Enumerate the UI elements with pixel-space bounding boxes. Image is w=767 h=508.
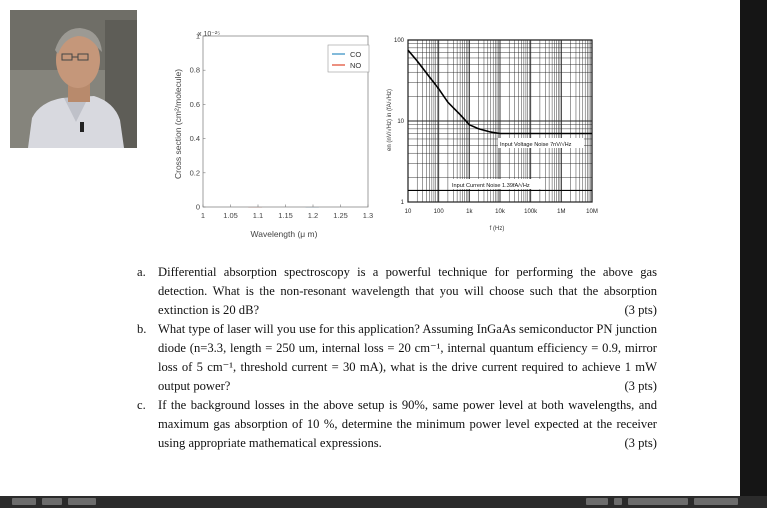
c1-x-tick-label: 1.2 xyxy=(308,211,318,220)
question-a-letter: a. xyxy=(137,265,146,279)
c2-y-tick-label: 1 xyxy=(401,200,405,206)
c2-voltage-noise-curve xyxy=(407,49,592,135)
question-c-text: If the background losses in the above se… xyxy=(158,398,657,450)
c1-legend: CO NO xyxy=(327,44,370,73)
taskbar-item xyxy=(628,498,688,505)
c1-x-tick-label: 1.15 xyxy=(278,211,293,220)
c2-y-axis-label: en (nV/√Hz) in (fA/√Hz) xyxy=(386,89,393,151)
c2-y-tick-label: 100 xyxy=(394,38,405,44)
cross-section-chart: 1 1.05 1.1 1.15 1.2 1.25 1.3 0 0.2 0.4 0.6 0.8 1 x 1… xyxy=(173,31,373,239)
c2-x-tick-label: 10M xyxy=(586,209,598,215)
c1-y-tick-label: 0 xyxy=(196,203,200,212)
question-list: a. Differential absorption spectroscopy … xyxy=(137,263,657,453)
c1-x-tick-label: 1.3 xyxy=(363,211,373,220)
c2-x-axis-label: f (Hz) xyxy=(490,226,505,232)
question-b-letter: b. xyxy=(137,322,147,336)
taskbar-item xyxy=(694,498,738,505)
question-b-text: What type of laser will you use for this… xyxy=(158,322,657,393)
c2-x-tick-label: 100k xyxy=(524,209,538,215)
taskbar-item xyxy=(614,498,622,505)
c2-y-tick-label: 10 xyxy=(397,119,404,125)
question-b-points: (3 pts) xyxy=(624,379,657,393)
lecture-slide: 1 1.05 1.1 1.15 1.2 1.25 1.3 0 0.2 0.4 0.6 0.8 1 x 1… xyxy=(0,0,740,496)
c1-x-axis-label: Wavelength (μ m) xyxy=(251,229,318,239)
taskbar-item xyxy=(42,498,62,505)
c1-legend-co-label: CO xyxy=(350,50,361,59)
c2-x-tick-label: 1k xyxy=(466,209,473,215)
c1-x-tick-label: 1.1 xyxy=(253,211,263,220)
c1-x-tick-label: 1 xyxy=(201,211,205,220)
c1-x-tick-label: 1.25 xyxy=(333,211,348,220)
question-a-points: (3 pts) xyxy=(624,303,657,317)
taskbar-item xyxy=(586,498,608,505)
c1-exponent-label: x 10⁻²⁵ xyxy=(198,31,220,38)
c1-legend-no-label: NO xyxy=(350,61,361,70)
question-a: a. Differential absorption spectroscopy … xyxy=(137,263,657,320)
c1-y-tick-label: 0.8 xyxy=(190,66,200,75)
presenter-webcam-video xyxy=(10,10,137,148)
question-a-text: Differential absorption spectroscopy is … xyxy=(158,265,657,317)
c2-x-tick-label: 100 xyxy=(434,209,445,215)
presenter-portrait xyxy=(10,10,137,148)
c1-y-tick-label: 1 xyxy=(196,32,200,41)
c1-x-tick-label: 1.05 xyxy=(223,211,238,220)
question-c-points: (3 pts) xyxy=(624,436,657,450)
c2-x-tick-label: 1M xyxy=(557,209,565,215)
question-c-letter: c. xyxy=(137,398,146,412)
question-b: b. What type of laser will you use for t… xyxy=(137,320,657,396)
c1-y-tick-label: 0.2 xyxy=(190,168,200,177)
question-c: c. If the background losses in the above… xyxy=(137,396,657,453)
c2-x-tick-label: 10k xyxy=(495,209,506,215)
c1-y-tick-label: 0.6 xyxy=(190,100,200,109)
taskbar-item xyxy=(12,498,36,505)
c2-x-tick-label: 10 xyxy=(405,209,412,215)
taskbar-item xyxy=(68,498,96,505)
screen-right-border xyxy=(740,0,767,508)
voltage-noise-annotation: Input Voltage Noise 7nV/√Hz xyxy=(500,141,572,148)
video-taskbar xyxy=(0,496,767,508)
current-noise-annotation: Input Current Noise 1.39fA/√Hz xyxy=(452,182,530,189)
c1-y-tick-label: 0.4 xyxy=(190,134,200,143)
c1-y-axis-label: Cross section (cm²/molecule) xyxy=(173,69,183,179)
